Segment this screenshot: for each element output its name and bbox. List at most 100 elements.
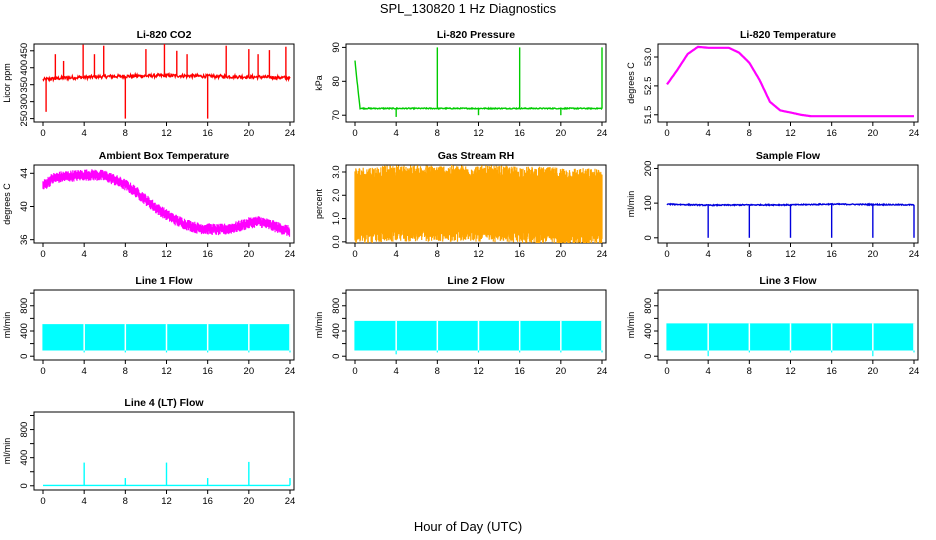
x-tick-label: 8 <box>123 496 128 507</box>
y-tick-label: 400 <box>331 323 342 339</box>
x-tick-label: 20 <box>868 366 879 377</box>
x-tick-label: 8 <box>123 128 128 139</box>
x-tick-label: 16 <box>514 249 525 260</box>
series-line <box>666 45 914 118</box>
x-tick-label: 4 <box>394 128 399 139</box>
panel-4: Ambient Box Temperature 0 4 8 12 16 20 24 36 40 44… <box>2 150 295 260</box>
y-axis-label: degrees C <box>2 183 12 225</box>
y-tick-label: 250 <box>19 111 30 127</box>
x-tick-label: 8 <box>747 249 752 260</box>
plot-frame <box>33 411 295 491</box>
x-tick-label: 0 <box>664 366 669 377</box>
panel-9: Line 3 Flow 0 4 8 12 16 20 24 0 400 800 ml/min <box>626 275 919 377</box>
y-tick-label: 0 <box>643 235 654 240</box>
plot-frame <box>345 164 607 244</box>
y-tick-label: 800 <box>19 298 30 314</box>
panel-title: Line 3 Flow <box>759 275 817 287</box>
panel-title: Sample Flow <box>756 150 821 162</box>
y-tick-label: 350 <box>19 77 30 93</box>
panel-title: Line 1 Flow <box>135 275 193 287</box>
y-tick-label: 2.0 <box>331 189 342 202</box>
x-tick-label: 16 <box>202 366 213 377</box>
x-tick-label: 24 <box>285 128 296 139</box>
y-tick-label: 90 <box>331 42 342 53</box>
panel-title: Li-820 Temperature <box>740 29 836 41</box>
x-tick-label: 4 <box>394 366 399 377</box>
figure-title: SPL_130820 1 Hz Diagnostics <box>380 1 557 16</box>
x-tick-label: 20 <box>868 249 879 260</box>
panel-title: Gas Stream RH <box>438 150 514 162</box>
panel-title: Line 4 (LT) Flow <box>124 397 204 409</box>
x-tick-label: 16 <box>826 249 837 260</box>
x-tick-label: 0 <box>352 249 357 260</box>
x-tick-label: 24 <box>909 128 920 139</box>
x-tick-label: 12 <box>161 496 172 507</box>
x-tick-label: 12 <box>473 128 484 139</box>
y-axis-label: ml/min <box>314 312 324 339</box>
y-tick-label: 1.0 <box>331 212 342 225</box>
series-band <box>354 165 603 243</box>
x-tick-label: 8 <box>747 128 752 139</box>
y-tick-label: 0.0 <box>331 235 342 248</box>
x-tick-label: 24 <box>285 496 296 507</box>
x-tick-label: 12 <box>785 249 796 260</box>
x-tick-label: 8 <box>435 128 440 139</box>
x-tick-label: 20 <box>556 128 567 139</box>
x-tick-label: 4 <box>82 366 87 377</box>
y-tick-label: 44 <box>19 168 30 179</box>
y-tick-label: 800 <box>19 422 30 438</box>
x-tick-label: 0 <box>40 366 45 377</box>
x-tick-label: 20 <box>868 128 879 139</box>
y-tick-label: 400 <box>19 323 30 339</box>
x-tick-label: 12 <box>473 249 484 260</box>
panel-5: Gas Stream RH 0 4 8 12 16 20 24 0.0 1.0 2.0 3.0 perc… <box>314 150 607 260</box>
panel-title: Li-820 Pressure <box>437 29 515 41</box>
y-tick-label: 400 <box>19 450 30 466</box>
y-axis-label: kPa <box>314 75 324 91</box>
x-tick-label: 24 <box>597 249 608 260</box>
x-tick-label: 12 <box>161 366 172 377</box>
x-tick-label: 0 <box>352 366 357 377</box>
x-tick-label: 0 <box>40 496 45 507</box>
y-tick-label: 400 <box>643 323 654 339</box>
x-tick-label: 4 <box>394 249 399 260</box>
x-tick-label: 0 <box>664 249 669 260</box>
y-tick-label: 0 <box>331 354 342 359</box>
x-tick-label: 12 <box>161 128 172 139</box>
x-tick-label: 4 <box>82 128 87 139</box>
x-tick-label: 8 <box>123 249 128 260</box>
x-tick-label: 16 <box>202 128 213 139</box>
plot-frame <box>657 289 919 361</box>
y-axis-label: ml/min <box>2 312 12 339</box>
panel-10: Line 4 (LT) Flow 0 4 8 12 16 20 24 0 400 800 ml/min <box>2 397 295 507</box>
y-tick-label: 300 <box>19 94 30 110</box>
x-tick-label: 20 <box>556 249 567 260</box>
x-tick-label: 4 <box>82 496 87 507</box>
panel-title: Ambient Box Temperature <box>99 150 230 162</box>
x-tick-label: 8 <box>435 249 440 260</box>
y-tick-label: 100 <box>643 195 654 211</box>
x-tick-label: 16 <box>826 366 837 377</box>
x-tick-label: 20 <box>244 366 255 377</box>
x-tick-label: 24 <box>909 249 920 260</box>
x-tick-label: 0 <box>40 128 45 139</box>
y-axis-label: ml/min <box>626 312 636 339</box>
y-tick-label: 800 <box>331 298 342 314</box>
y-tick-label: 51.5 <box>643 106 654 125</box>
y-tick-label: 400 <box>19 60 30 76</box>
y-tick-label: 450 <box>19 43 30 59</box>
y-tick-label: 0 <box>19 354 30 359</box>
x-tick-label: 24 <box>909 366 920 377</box>
x-tick-label: 12 <box>785 128 796 139</box>
x-tick-label: 20 <box>244 128 255 139</box>
x-tick-label: 0 <box>664 128 669 139</box>
y-tick-label: 200 <box>643 161 654 177</box>
x-tick-label: 20 <box>244 249 255 260</box>
x-tick-label: 20 <box>556 366 567 377</box>
y-axis-label: percent <box>314 188 324 219</box>
plot-frame <box>33 164 295 244</box>
y-tick-label: 0 <box>19 483 30 488</box>
y-tick-label: 53.0 <box>643 48 654 67</box>
panel-8: Line 2 Flow 0 4 8 12 16 20 24 0 400 800 ml/min <box>314 275 607 377</box>
